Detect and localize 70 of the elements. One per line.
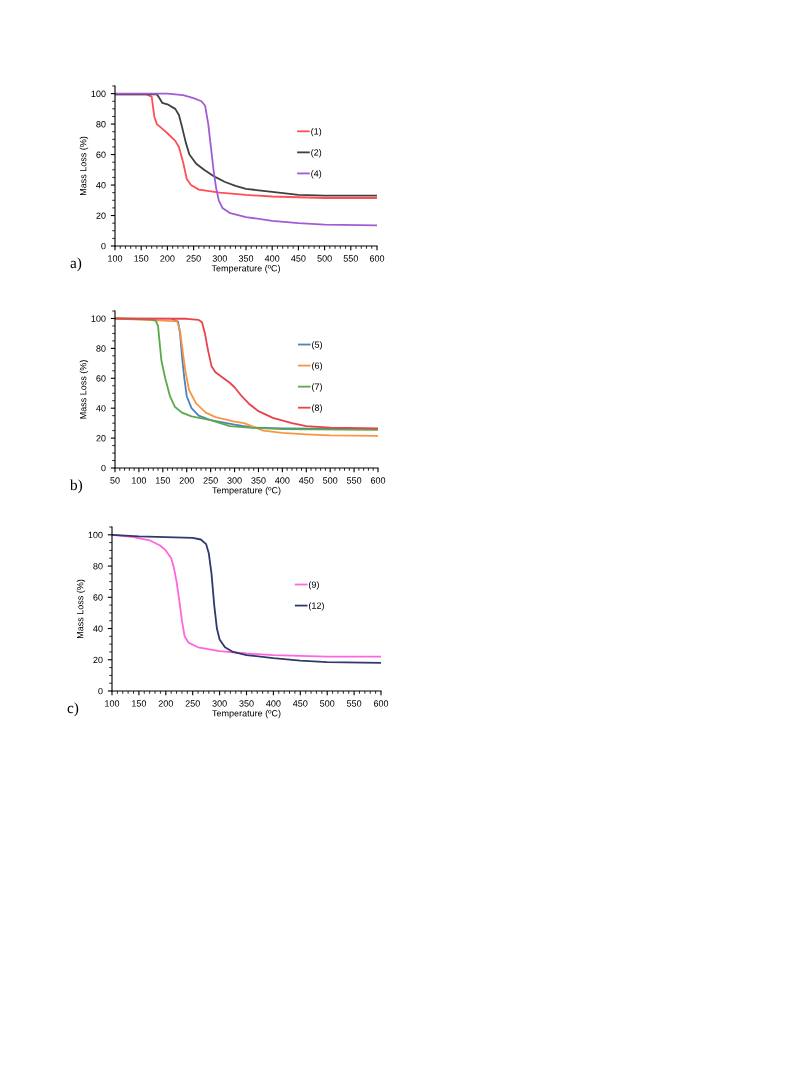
x-tick-label: 400 bbox=[266, 700, 281, 707]
x-tick-label: 200 bbox=[158, 700, 173, 707]
x-axis-title: Temperature (ºC) bbox=[212, 486, 281, 496]
legend-label: (5) bbox=[312, 341, 322, 350]
x-tick-label: 200 bbox=[179, 477, 194, 484]
y-tick-label: 80 bbox=[93, 563, 103, 570]
x-tick-label: 150 bbox=[134, 255, 149, 262]
x-tick-label: 550 bbox=[346, 700, 362, 707]
x-tick-label: 600 bbox=[370, 477, 386, 484]
y-axis-title: Mass Loss (%) bbox=[76, 579, 86, 639]
y-tick-label: 0 bbox=[98, 687, 103, 695]
x-tick-label: 250 bbox=[185, 700, 200, 707]
x-tick-label: 300 bbox=[212, 255, 227, 262]
x-axis-title: Temperature (ºC) bbox=[212, 709, 281, 719]
text: c) bbox=[67, 702, 79, 717]
x-tick-label: 450 bbox=[292, 700, 308, 707]
x-tick-label: 500 bbox=[320, 700, 335, 707]
x-tick-label: 300 bbox=[227, 477, 242, 484]
x-tick-label: 150 bbox=[132, 700, 147, 707]
y-tick-label: 100 bbox=[88, 531, 103, 539]
y-tick-label: 0 bbox=[101, 464, 106, 472]
x-tick-label: 250 bbox=[203, 477, 218, 484]
y-tick-label: 60 bbox=[96, 151, 106, 158]
legend-label: (7) bbox=[312, 383, 322, 392]
y-tick-label: 60 bbox=[93, 594, 103, 601]
x-tick-label: 200 bbox=[160, 255, 175, 262]
y-tick-label: 100 bbox=[91, 90, 106, 97]
legend-label: (2) bbox=[311, 148, 322, 158]
y-tick-label: 20 bbox=[96, 435, 106, 442]
legend-label: (6) bbox=[312, 362, 322, 371]
x-tick-label: 350 bbox=[238, 255, 254, 262]
x-tick-label: 500 bbox=[323, 477, 338, 484]
text: a) bbox=[70, 257, 82, 272]
x-tick-label: 300 bbox=[212, 700, 227, 707]
x-tick-label: 400 bbox=[275, 477, 290, 484]
y-tick-label: 0 bbox=[101, 242, 106, 250]
legend-label: (12) bbox=[308, 602, 324, 611]
y-axis-title: Mass Loss (%) bbox=[79, 360, 89, 419]
y-tick-label: 40 bbox=[96, 182, 106, 189]
x-tick-label: 350 bbox=[251, 477, 266, 484]
x-tick-label: 400 bbox=[264, 255, 280, 262]
x-tick-label: 50 bbox=[110, 477, 120, 484]
legend-label: (9) bbox=[308, 581, 319, 590]
x-tick-label: 450 bbox=[298, 477, 314, 484]
y-tick-label: 40 bbox=[93, 625, 103, 632]
x-tick-label: 100 bbox=[108, 255, 123, 262]
x-tick-label: 150 bbox=[155, 477, 170, 484]
y-axis-title: Mass Loss (%) bbox=[79, 136, 89, 196]
y-tick-label: 20 bbox=[93, 656, 103, 664]
y-tick-label: 60 bbox=[96, 375, 106, 382]
x-tick-label: 350 bbox=[239, 700, 254, 707]
x-tick-label: 250 bbox=[186, 255, 201, 262]
x-tick-label: 450 bbox=[291, 255, 306, 262]
y-tick-label: 40 bbox=[96, 405, 106, 412]
text: b) bbox=[70, 479, 83, 494]
y-tick-label: 100 bbox=[91, 315, 106, 322]
x-tick-label: 600 bbox=[369, 255, 385, 262]
line-series bbox=[115, 92, 377, 227]
y-tick-label: 20 bbox=[96, 212, 106, 219]
x-tick-label: 500 bbox=[317, 255, 332, 262]
x-tick-label: 600 bbox=[373, 700, 389, 707]
legend-label: (1) bbox=[311, 127, 322, 137]
x-tick-label: 100 bbox=[132, 477, 147, 484]
legend-label: (4) bbox=[311, 170, 322, 179]
legend-label: (8) bbox=[312, 404, 322, 413]
x-axis-title: Temperature (ºC) bbox=[211, 264, 280, 274]
y-tick-label: 80 bbox=[96, 345, 106, 352]
x-tick-label: 550 bbox=[346, 477, 362, 484]
x-tick-label: 550 bbox=[343, 255, 358, 262]
y-tick-label: 80 bbox=[96, 121, 106, 128]
